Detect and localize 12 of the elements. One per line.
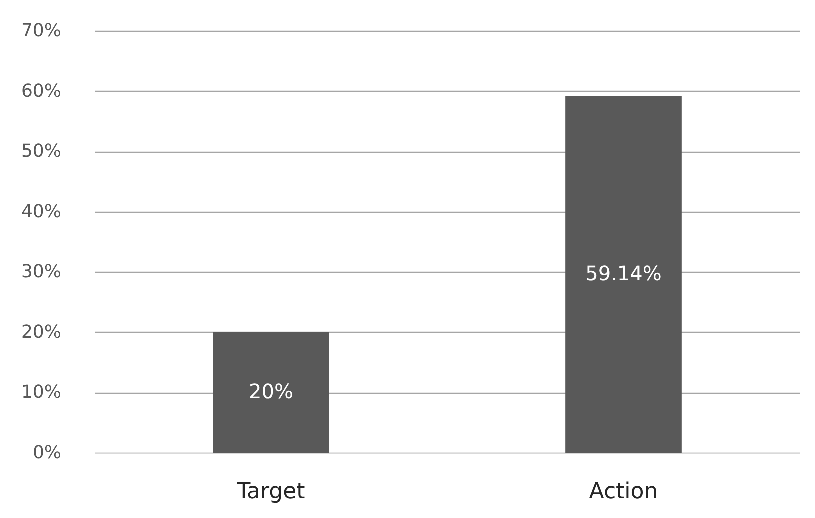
x-tick-label: Target bbox=[236, 480, 306, 504]
y-tick-label: 40% bbox=[21, 201, 62, 222]
y-tick-label: 10% bbox=[21, 382, 62, 404]
y-tick-label: 20% bbox=[21, 322, 62, 343]
y-tick-label: 50% bbox=[21, 141, 62, 162]
x-tick-label: Action bbox=[589, 480, 658, 504]
y-tick-label: 70% bbox=[21, 20, 62, 42]
y-tick-label: 60% bbox=[21, 80, 62, 102]
text: 20% bbox=[249, 380, 294, 404]
y-tick-label: 0% bbox=[32, 442, 62, 464]
y-tick-label: 30% bbox=[21, 262, 62, 283]
text: 59.14% bbox=[586, 262, 662, 286]
